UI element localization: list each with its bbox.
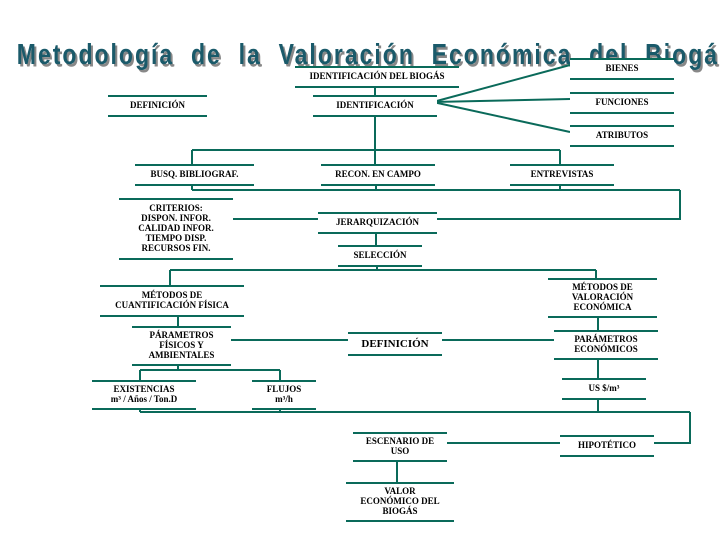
node-definicion2: DEFINICIÓN [348,332,442,356]
node-param_econ: PARÁMETROS ECONÓMICOS [554,330,658,360]
node-usm3: US $/m³ [562,378,646,400]
node-param_fis: PÁRAMETROS FÍSICOS Y AMBIENTALES [132,326,231,366]
node-hipotetico: HIPOTÉTICO [560,435,654,457]
node-seleccion: SELECCIÓN [338,245,422,267]
node-met_fis: MÉTODOS DE CUANTIFICACIÓN FÍSICA [100,285,244,317]
node-definicion: DEFINICIÓN [108,95,207,117]
node-jerarquizacion: JERARQUIZACIÓN [318,212,437,234]
node-atributos: ATRIBUTOS [570,125,674,147]
node-met_econ: MÉTODOS DE VALORACIÓN ECONÓMICA [548,278,657,318]
node-bienes: BIENES [570,58,674,80]
node-valor: VALOR ECONÓMICO DEL BIOGÁS [346,482,454,522]
node-entrevistas: ENTREVISTAS [510,164,614,186]
node-funciones: FUNCIONES [570,92,674,114]
node-ident_biogas: IDENTIFICACIÓN DEL BIOGÁS [295,66,459,88]
node-recon: RECON. EN CAMPO [321,164,435,186]
node-criterios: CRITERIOS: DISPON. INFOR. CALIDAD INFOR.… [119,198,233,260]
node-existencias: EXISTENCIAS m³ / Años / Ton.D [92,380,196,410]
node-escenario: ESCENARIO DE USO [353,432,447,462]
node-busq: BUSQ. BIBLIOGRAF. [135,164,254,186]
node-flujos: FLUJOS m³/h [252,380,316,410]
node-identificacion: IDENTIFICACIÓN [313,95,437,117]
